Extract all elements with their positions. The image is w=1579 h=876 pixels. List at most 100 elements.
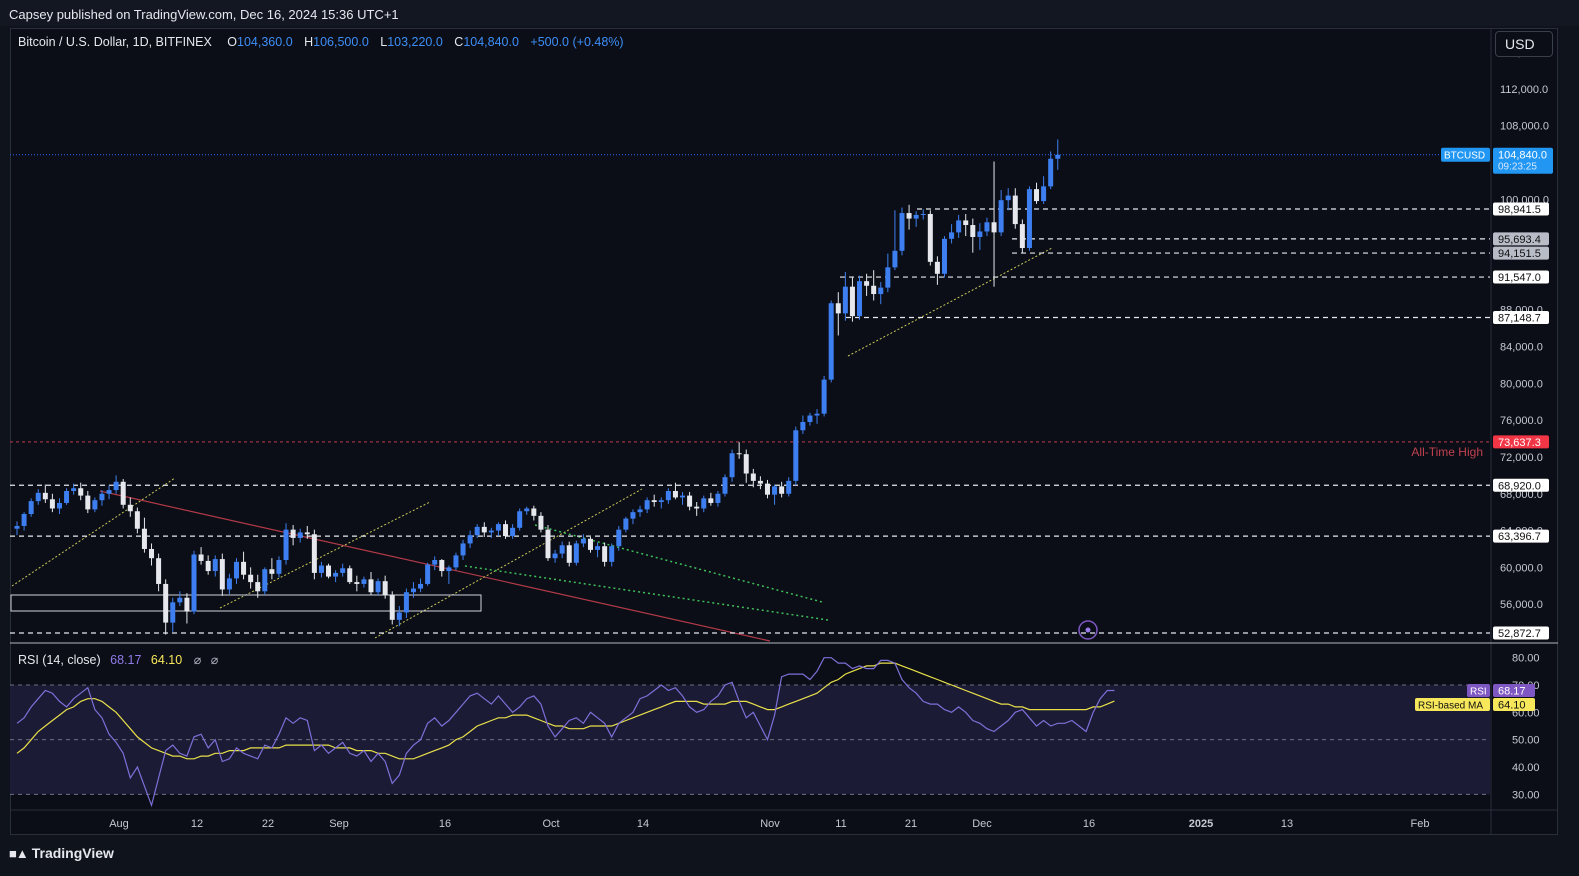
time-tick-label: 2025 [1189,818,1213,830]
candle-body [233,561,239,579]
candle-body [375,581,381,593]
candle-body [538,515,544,530]
candle-body [878,287,884,295]
symbol-name[interactable]: Bitcoin / U.S. Dollar, 1D, BITFINEX [18,35,212,49]
candle-body [857,281,863,317]
candle-body [42,492,48,500]
candle-body [609,546,615,562]
price-tick-label: 108,000.0 [1500,121,1549,133]
candle-body [566,545,572,563]
rsi-value-tag [1493,683,1535,697]
countdown-label: 09:23:25 [1498,162,1537,173]
rsi-tick-label: 80.00 [1512,653,1540,665]
candle-body [842,286,848,314]
candle-body [849,286,855,317]
candle-body [276,560,282,574]
candle-body [956,220,962,233]
time-tick-label: 12 [191,818,203,830]
candle-body [934,261,940,274]
candle-body [1048,158,1054,187]
rsi-ma-value-tag [1493,697,1535,711]
price-level-tag [1493,478,1549,492]
candle-body [906,213,912,219]
price-level-label: 98,941.5 [1498,204,1541,216]
symbol-legend: Bitcoin / U.S. Dollar, 1D, BITFINEX O104… [18,35,632,49]
candle-body [425,564,431,584]
support-zone-box [10,594,482,612]
candle-body [495,524,501,531]
candle-body [311,534,317,573]
low-label: L [380,35,388,49]
candle-body [680,495,686,498]
price-level-tag [1493,529,1549,543]
candle-body [439,560,445,572]
candle-body [92,500,98,510]
event-marker-icon[interactable] [1078,620,1098,640]
candle-body [347,568,353,583]
wedge-line [464,565,829,621]
candle-body [269,569,275,574]
rsi-name[interactable]: RSI (14, close) [18,653,101,667]
time-tick-label: 16 [439,818,451,830]
candle-body [474,526,480,536]
candle-body [899,213,905,251]
time-tick-label: Sep [329,818,349,830]
candle-body [1005,195,1011,201]
candle-body [410,588,416,593]
rsi-tick-label: 40.00 [1512,762,1540,774]
candle-body [1012,195,1018,225]
candle-body [432,560,438,565]
price-tick-label: 80,000.0 [1500,378,1543,390]
low-value: 103,220.0 [387,35,443,49]
candle-body [743,454,749,474]
candle-body [941,238,947,274]
high-label: H [304,35,314,49]
candle-body [396,612,402,620]
price-level-tag [1493,246,1549,260]
candle-body [587,538,593,550]
channel-line [11,477,176,587]
candle-body [106,490,112,494]
candle-body [644,500,650,510]
candle-body [403,592,409,613]
tradingview-logo-icon: ■▲ [9,846,29,861]
candle-body [1034,189,1040,202]
rsi-ma-value: 64.10 [150,653,183,667]
price-level-label: 87,148.7 [1498,313,1541,325]
candle-body [318,565,324,573]
candle-body [595,546,601,550]
rsi-toggle-2[interactable]: ⌀ [210,653,219,667]
rsi-toggle-1[interactable]: ⌀ [193,653,202,667]
candle-body [382,581,388,595]
candle-body [517,511,523,528]
candle-body [248,574,254,583]
symbol-tag [1441,147,1490,162]
price-tick-label: 84,000.0 [1500,342,1543,354]
candle-body [828,303,834,380]
high-value: 106,500.0 [313,35,369,49]
candle-body [255,582,261,592]
candle-body [156,558,162,584]
candle-body [821,379,827,414]
candle-body [779,486,785,494]
candle-body [722,477,728,494]
candle-body [184,597,190,612]
candle-body [658,500,664,503]
candle-body [64,490,70,503]
candle-body [1026,189,1032,249]
time-tick-label: Dec [972,818,992,830]
close-value: 104,840.0 [463,35,519,49]
candle-body [134,511,140,529]
candle-body [333,572,339,577]
candle-body [602,546,608,562]
currency-selector[interactable]: USD [1495,31,1553,57]
candle-body [913,214,919,219]
candle-body [1041,186,1047,202]
rsi-value: 68.17 [110,653,142,667]
footer-brand[interactable]: ■▲ TradingView [9,845,114,861]
candle-body [191,554,197,612]
candle-body [757,480,763,484]
candle-body [326,565,332,577]
candle-body [970,225,976,237]
